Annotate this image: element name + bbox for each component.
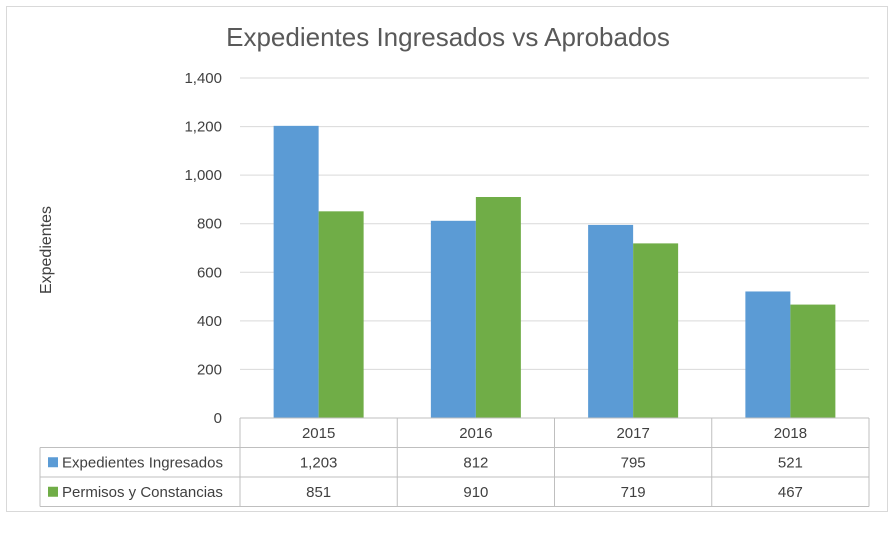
data-label: 910 [463,484,488,501]
x-tick-label: 2015 [302,425,335,442]
y-tick-label: 1,000 [184,167,222,184]
data-label: 1,203 [300,454,338,471]
data-label: 851 [306,484,331,501]
data-label: 719 [621,484,646,501]
y-tick-label: 1,200 [184,119,222,136]
legend-label: Permisos y Constancias [62,484,223,501]
bar-ingresados-2015 [274,126,319,418]
bar-ingresados-2018 [745,291,790,418]
y-tick-label: 800 [197,216,222,233]
x-tick-label: 2018 [774,425,807,442]
chart-title: Expedientes Ingresados vs Aprobados [226,22,670,52]
y-tick-label: 400 [197,313,222,330]
bar-chart: Expedientes Ingresados vs Aprobados Expe… [0,0,894,557]
x-tick-label: 2017 [616,425,649,442]
y-tick-label: 600 [197,264,222,281]
y-tick-label: 1,400 [184,70,222,87]
bar-permisos-2018 [790,305,835,418]
y-axis-ticks: 0 200 400 600 800 1,000 1,200 1,400 [184,70,222,427]
y-tick-label: 0 [214,410,222,427]
x-tick-label: 2016 [459,425,492,442]
bar-ingresados-2017 [588,225,633,418]
data-table: 2015 2016 2017 2018 Expedientes Ingresados 1,… [40,418,869,507]
y-tick-label: 200 [197,361,222,378]
data-label: 795 [621,454,646,471]
data-label: 521 [778,454,803,471]
bar-permisos-2016 [476,197,521,418]
legend-swatch [48,487,58,497]
data-label: 467 [778,484,803,501]
bar-permisos-2015 [319,211,364,418]
legend-label: Expedientes Ingresados [62,454,223,471]
bar-permisos-2017 [633,243,678,418]
legend-swatch [48,457,58,467]
bar-ingresados-2016 [431,221,476,418]
data-label: 812 [463,454,488,471]
y-axis-title: Expedientes [38,206,55,294]
